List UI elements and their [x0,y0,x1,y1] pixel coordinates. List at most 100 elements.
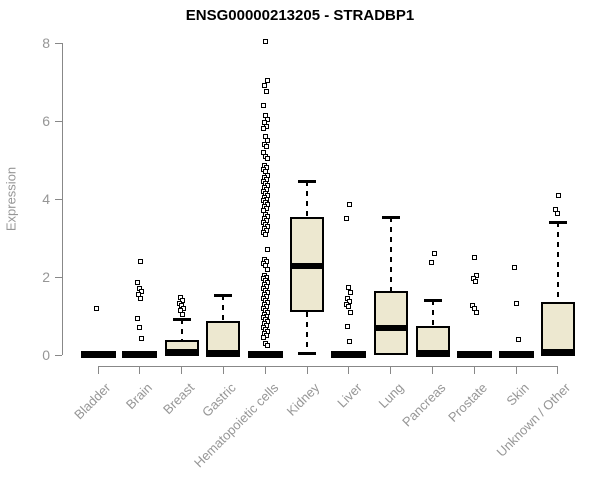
outlier-hematopoietic-cells [264,77,270,83]
outlier-pancreas [432,251,438,257]
median-lung [373,325,408,332]
whisker-upper-kidney [306,180,309,217]
outlier-hematopoietic-cells [264,342,270,348]
median-kidney [290,263,325,270]
outlier-prostate [472,279,478,285]
x-tick-prostate [473,366,475,374]
whisker-upper-pancreas [431,299,434,326]
outlier-hematopoietic-cells [264,266,270,272]
x-tick-gastric [222,366,224,374]
whisker-upper-lung [389,216,392,291]
outlier-liver [345,323,351,329]
outlier-hematopoietic-cells [264,155,270,161]
outlier-prostate [473,310,479,316]
x-label-unknown-other: Unknown / Other [494,380,574,460]
x-label-liver: Liver [333,380,365,411]
outlier-skin [511,265,517,271]
x-label-pancreas: Pancreas [398,380,449,430]
x-label-gastric: Gastric [199,380,240,420]
outlier-skin [513,300,519,306]
collapsed-box-liver [331,351,367,358]
box-lung [373,290,408,355]
y-tick [55,120,62,122]
whisker-upper-unknown-other [556,221,559,302]
x-label-lung: Lung [375,380,407,412]
y-tick [55,42,62,44]
outlier-liver [347,338,353,344]
x-tick-bladder [97,366,99,374]
whisker-upper-gastric [222,294,225,322]
outlier-brain [135,315,141,321]
outlier-brain [135,280,141,286]
outlier-bladder [93,305,99,311]
outlier-breast [181,305,187,311]
y-axis-line [62,43,63,355]
y-tick [55,198,62,200]
collapsed-box-hematopoietic-cells [247,351,283,358]
x-tick-brain [139,366,141,374]
whisker-lower-kidney [306,312,309,354]
whisker-cap-lower-kidney [298,352,317,356]
whisker-cap-upper-unknown-other [548,220,567,224]
x-tick-breast [181,366,183,374]
median-unknown-other [540,349,575,357]
outlier-hematopoietic-cells [260,126,266,132]
outlier-liver [346,304,352,310]
outlier-hematopoietic-cells [260,102,266,108]
outlier-brain [137,324,143,330]
x-tick-kidney [306,366,308,374]
whisker-cap-upper-gastric [214,293,233,297]
median-breast [164,349,199,357]
x-tick-pancreas [432,366,434,374]
y-tick-label: 8 [42,35,50,51]
outlier-brain [139,289,145,295]
outlier-liver [348,290,354,296]
outlier-hematopoietic-cells [264,116,270,122]
whisker-cap-upper-kidney [298,179,317,183]
outlier-hematopoietic-cells [263,143,269,149]
outlier-hematopoietic-cells [263,89,269,95]
outlier-hematopoietic-cells [264,247,270,253]
whisker-cap-upper-lung [381,215,400,219]
collapsed-box-skin [498,351,534,358]
x-label-brain: Brain [123,380,156,413]
outlier-liver [347,202,353,208]
outlier-liver [348,310,354,316]
outlier-brain [139,335,145,341]
whisker-upper-breast [180,318,183,341]
outlier-liver [347,298,353,304]
outlier-hematopoietic-cells [261,83,267,89]
x-tick-skin [515,366,517,374]
x-tick-unknown-other [557,366,559,374]
y-tick-label: 2 [42,269,50,285]
y-tick [55,276,62,278]
outlier-unknown-other [555,211,561,217]
x-tick-hematopoietic-cells [264,366,266,374]
x-label-kidney: Kidney [283,380,323,419]
outlier-hematopoietic-cells [260,334,266,340]
outlier-prostate [471,255,477,260]
whisker-cap-upper-breast [172,317,191,321]
chart-title: ENSG00000213205 - STRADBP1 [185,7,415,24]
y-tick [55,354,62,356]
x-axis-line [98,366,558,367]
collapsed-box-bladder [80,351,116,358]
y-tick-label: 0 [42,347,50,363]
x-tick-lung [390,366,392,374]
y-tick-label: 6 [42,113,50,129]
outlier-hematopoietic-cells [264,138,270,143]
outlier-breast [180,297,186,303]
x-tick-liver [348,366,350,374]
outlier-hematopoietic-cells [262,231,268,237]
outlier-skin [515,336,521,342]
outlier-prostate [473,272,479,278]
outlier-hematopoietic-cells [262,38,268,44]
whisker-cap-upper-pancreas [423,298,442,302]
outlier-liver [344,216,350,221]
x-label-skin: Skin [503,380,532,409]
outlier-brain [138,295,144,301]
outlier-breast [180,311,186,317]
median-gastric [206,349,241,357]
